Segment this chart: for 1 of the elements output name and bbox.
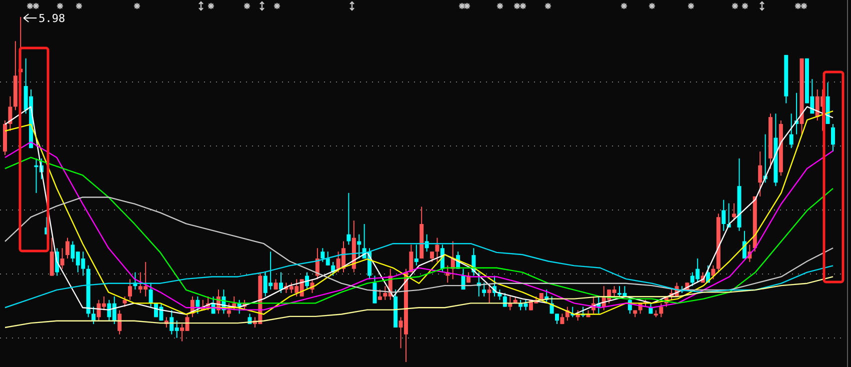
annotation: 5.98 xyxy=(38,12,66,25)
